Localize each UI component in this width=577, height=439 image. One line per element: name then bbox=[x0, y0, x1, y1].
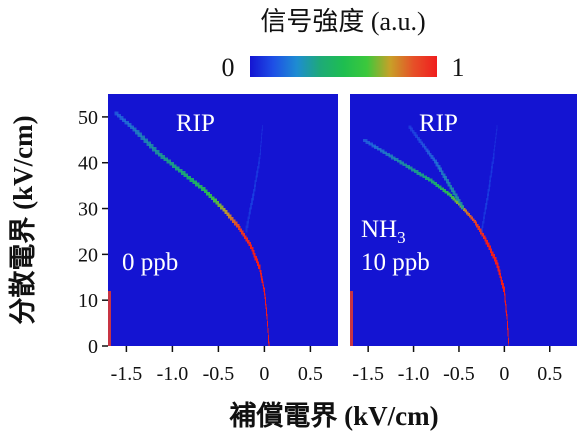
left-concentration-label: 0 ppb bbox=[122, 249, 178, 276]
right-trace-1-core-segment bbox=[406, 123, 414, 132]
y-tick-label: 0 bbox=[88, 336, 98, 358]
x-tick-label: -1.5 bbox=[352, 363, 384, 385]
left-heatmap-panel: RIP 0 ppb 0 10 20 30 40 50 -1.5 -1.0 -0.5 0 0.5 bbox=[78, 94, 338, 385]
left-y-axis: 0 10 20 30 40 50 bbox=[78, 107, 108, 358]
x-axis-title: 補償電界 (kV/cm) bbox=[228, 401, 438, 431]
left-trace-0-core-segment bbox=[112, 109, 122, 118]
x-tick-label: 0.5 bbox=[298, 363, 323, 385]
x-tick-label: -1.0 bbox=[157, 363, 189, 385]
right-edge-mark bbox=[350, 291, 353, 346]
right-trace-0-core-segment bbox=[360, 136, 370, 145]
colorbar: 信号強度 (a.u.) 0 1 bbox=[222, 7, 465, 82]
right-gas-label: NH3 bbox=[361, 216, 406, 247]
x-tick-label: -0.5 bbox=[443, 363, 475, 385]
y-tick-label: 10 bbox=[78, 290, 98, 312]
y-tick-label: 40 bbox=[78, 153, 98, 175]
colorbar-gradient bbox=[250, 56, 437, 77]
right-concentration-label: 10 ppb bbox=[361, 249, 430, 276]
gas-formula-main: NH bbox=[361, 216, 397, 243]
gas-formula-subscript: 3 bbox=[397, 228, 406, 247]
y-tick-label: 20 bbox=[78, 244, 98, 266]
x-tick-label: 0 bbox=[499, 363, 509, 385]
colorbar-title: 信号強度 (a.u.) bbox=[260, 7, 425, 36]
x-tick-label: -0.5 bbox=[203, 363, 235, 385]
right-x-axis: -1.5 -1.0 -0.5 0 0.5 bbox=[352, 346, 562, 385]
x-tick-label: -1.0 bbox=[398, 363, 430, 385]
x-tick-label: 0.5 bbox=[537, 363, 562, 385]
left-x-axis: -1.5 -1.0 -0.5 0 0.5 bbox=[111, 346, 323, 385]
left-peak-label: RIP bbox=[176, 110, 215, 137]
right-heatmap-panel: RIP NH3 10 ppb -1.5 -1.0 -0.5 0 0.5 bbox=[350, 94, 577, 385]
y-axis-title: 分散電界 (kV/cm) bbox=[8, 115, 38, 324]
x-tick-label: 0 bbox=[259, 363, 269, 385]
x-tick-label: -1.5 bbox=[111, 363, 143, 385]
right-peak-label: RIP bbox=[419, 110, 458, 137]
right-heatmap-traces bbox=[350, 120, 517, 346]
colorbar-max-label: 1 bbox=[452, 53, 465, 82]
colorbar-min-label: 0 bbox=[222, 53, 235, 82]
left-edge-mark bbox=[108, 291, 111, 346]
y-tick-label: 30 bbox=[78, 199, 98, 221]
left-heatmap-traces bbox=[108, 106, 277, 346]
y-tick-label: 50 bbox=[78, 107, 98, 129]
